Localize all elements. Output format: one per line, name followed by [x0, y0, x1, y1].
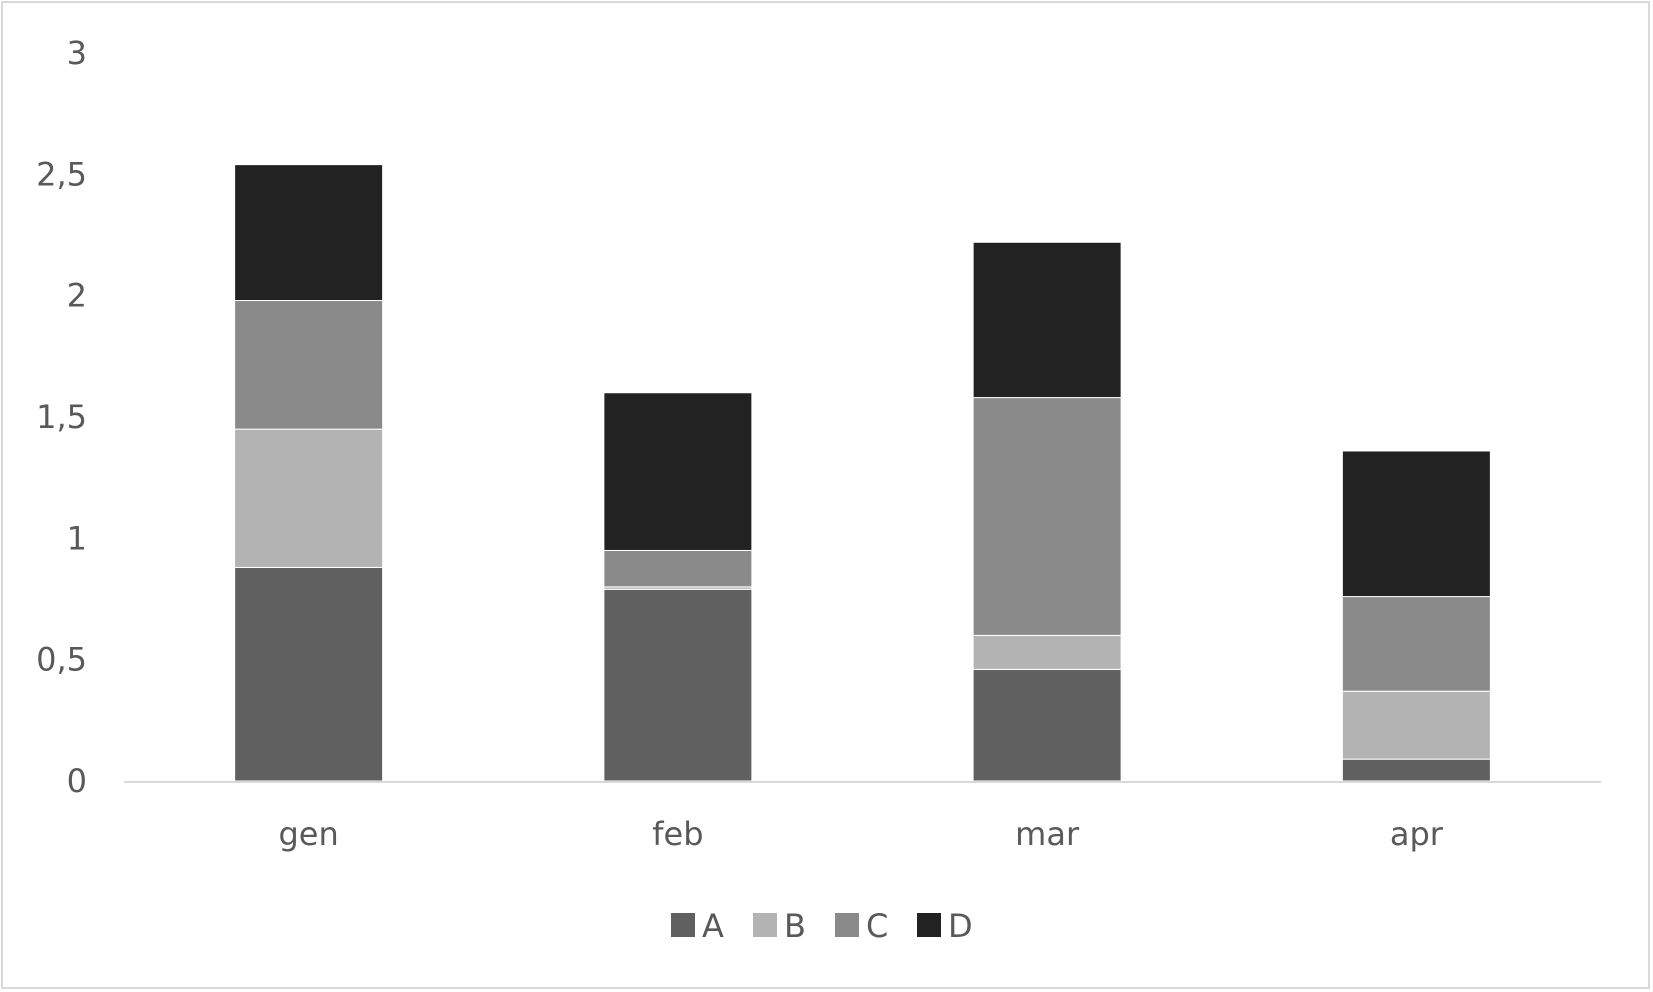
x-tick-label-gen: gen	[278, 815, 338, 853]
y-tick-label: 1	[67, 519, 87, 557]
bar-segment-feb-D	[603, 392, 753, 551]
bar-segment-mar-D	[972, 241, 1122, 399]
bar-segment-mar-B	[972, 634, 1122, 670]
bar-segment-apr-A	[1341, 758, 1491, 782]
bar-segment-mar-A	[972, 668, 1122, 782]
legend-swatch-A	[671, 913, 695, 937]
bar-segment-feb-C	[603, 549, 753, 588]
bar-segment-apr-B	[1341, 690, 1491, 760]
legend-label-C: C	[866, 907, 888, 945]
x-tick-label-feb: feb	[652, 815, 703, 853]
bars-layer	[234, 164, 1491, 782]
bar-segment-feb-A	[603, 588, 753, 782]
y-tick-label: 3	[67, 34, 87, 72]
legend-swatch-D	[917, 913, 941, 937]
y-tick-label: 0,5	[36, 641, 87, 679]
bar-segment-gen-D	[234, 164, 384, 302]
legend-label-D: D	[948, 907, 973, 945]
y-axis-tick-labels: 0 0,5 1 1,5 2 2,5 3	[36, 34, 87, 800]
legend-label-A: A	[702, 907, 724, 945]
bar-segment-apr-D	[1341, 450, 1491, 598]
legend-swatch-B	[753, 913, 777, 937]
bar-segment-gen-C	[234, 300, 384, 430]
bar-segment-gen-A	[234, 566, 384, 782]
bar-segment-apr-C	[1341, 596, 1491, 692]
x-axis-tick-labels: gen feb mar apr	[278, 815, 1443, 853]
y-tick-label: 2,5	[36, 155, 87, 193]
y-tick-label: 0	[67, 762, 87, 800]
bar-segment-mar-C	[972, 397, 1122, 636]
x-tick-label-mar: mar	[1015, 815, 1080, 853]
y-tick-label: 2	[67, 277, 87, 315]
legend: A B C D	[671, 907, 973, 945]
legend-swatch-C	[835, 913, 859, 937]
legend-label-B: B	[784, 907, 806, 945]
x-tick-label-apr: apr	[1390, 815, 1444, 853]
bar-segment-gen-B	[234, 428, 384, 568]
stacked-bar-chart: 0 0,5 1 1,5 2 2,5 3 gen feb mar apr A B C D	[36, 34, 1601, 945]
y-tick-label: 1,5	[36, 398, 87, 436]
